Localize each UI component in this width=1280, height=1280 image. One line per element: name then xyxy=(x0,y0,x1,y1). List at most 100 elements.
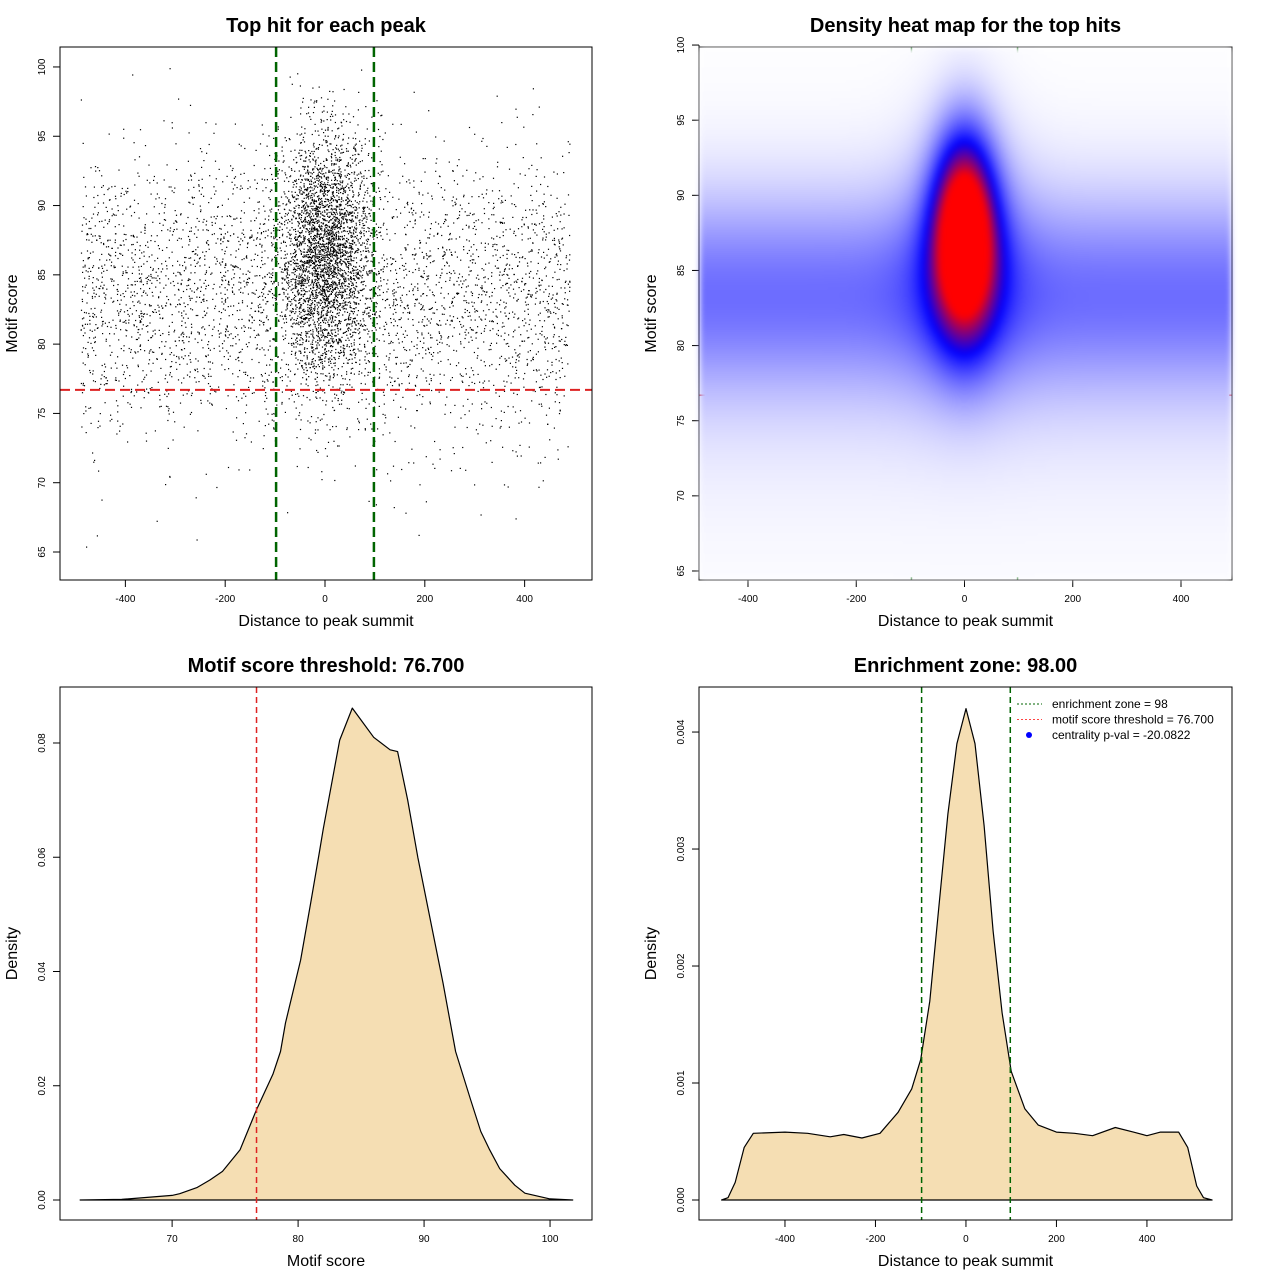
scatter-point xyxy=(188,295,190,297)
scatter-point xyxy=(138,175,140,177)
scatter-point xyxy=(336,148,338,150)
scatter-point xyxy=(454,426,456,428)
scatter-point xyxy=(220,312,223,314)
scatter-point xyxy=(441,268,443,270)
scatter-point xyxy=(548,232,550,234)
scatter-point xyxy=(472,305,474,307)
scatter-point xyxy=(339,291,341,293)
scatter-point xyxy=(298,292,301,294)
scatter-point xyxy=(227,352,229,354)
scatter-point xyxy=(231,181,233,183)
scatter-point xyxy=(339,226,341,228)
scatter-point xyxy=(247,180,249,182)
scatter-point xyxy=(349,301,351,303)
scatter-point xyxy=(166,390,168,392)
scatter-point xyxy=(363,329,365,331)
scatter-point xyxy=(113,333,115,335)
scatter-point xyxy=(521,340,523,342)
scatter-point xyxy=(82,362,84,364)
scatter-point xyxy=(315,270,317,272)
scatter-point xyxy=(479,381,481,383)
scatter-point xyxy=(101,364,103,367)
scatter-point xyxy=(186,285,188,287)
scatter-point xyxy=(335,163,337,165)
scatter-point xyxy=(271,413,273,415)
scatter-point xyxy=(454,204,456,206)
scatter-point xyxy=(508,168,511,170)
scatter-point xyxy=(242,229,244,231)
scatter-point xyxy=(549,261,551,263)
scatter-point xyxy=(146,213,148,215)
scatter-point xyxy=(147,339,149,341)
scatter-point xyxy=(560,357,562,359)
scatter-point xyxy=(543,201,545,203)
scatter-point xyxy=(485,263,487,265)
scatter-point xyxy=(390,480,392,482)
scatter-point xyxy=(139,320,141,322)
scatter-point xyxy=(240,291,242,293)
scatter-point xyxy=(500,355,503,357)
scatter-point xyxy=(348,178,350,180)
scatter-point xyxy=(348,137,350,139)
scatter-point xyxy=(349,436,351,438)
scatter-point xyxy=(296,322,298,324)
scatter-point xyxy=(331,320,333,322)
scatter-point xyxy=(243,233,245,236)
scatter-point xyxy=(150,275,152,277)
scatter-point xyxy=(552,336,555,338)
scatter-point xyxy=(350,353,352,355)
scatter-point xyxy=(561,228,563,230)
scatter-point xyxy=(267,380,269,382)
scatter-point xyxy=(92,287,94,289)
scatter-point xyxy=(180,282,182,285)
scatter-point xyxy=(365,221,367,223)
scatter-point xyxy=(352,331,354,334)
scatter-point xyxy=(400,362,402,364)
scatter-point xyxy=(250,229,252,231)
scatter-point xyxy=(443,307,445,309)
scatter-point xyxy=(306,321,308,323)
scatter-point xyxy=(435,284,437,286)
scatter-point xyxy=(430,255,432,257)
scatter-point xyxy=(418,193,420,195)
scatter-point xyxy=(485,442,487,444)
scatter-point xyxy=(264,395,267,397)
scatter-point xyxy=(88,337,91,339)
scatter-point xyxy=(330,288,332,290)
scatter-point xyxy=(189,352,191,354)
scatter-point xyxy=(156,193,158,195)
scatter-point xyxy=(130,388,133,390)
scatter-point xyxy=(136,241,138,243)
scatter-point xyxy=(491,291,493,293)
scatter-point xyxy=(314,186,316,188)
scatter-point xyxy=(259,275,261,277)
scatter-point xyxy=(464,331,466,333)
scatter-point xyxy=(89,319,91,321)
scatter-point xyxy=(446,261,448,263)
scatter-point xyxy=(290,175,292,177)
scatter-point xyxy=(283,241,285,243)
scatter-point xyxy=(273,282,275,284)
scatter-point xyxy=(249,186,251,188)
scatter-point xyxy=(188,201,190,203)
scatter-point xyxy=(311,272,313,274)
scatter-point xyxy=(321,294,323,296)
scatter-point xyxy=(515,235,517,237)
scatter-point xyxy=(481,193,483,195)
scatter-point xyxy=(395,362,397,364)
scatter-point xyxy=(349,358,351,361)
scatter-point xyxy=(150,305,152,307)
scatter-point xyxy=(407,365,409,368)
scatter-point xyxy=(536,212,538,214)
scatter-point xyxy=(91,217,93,219)
scatter-point xyxy=(532,356,534,358)
scatter-point xyxy=(403,269,405,271)
scatter-point xyxy=(311,133,313,136)
scatter-point xyxy=(545,338,547,340)
scatter-point xyxy=(287,212,289,214)
scatter-point xyxy=(197,430,199,432)
scatter-point xyxy=(491,190,494,192)
scatter-point xyxy=(352,313,354,315)
scatter-point xyxy=(390,318,392,320)
scatter-point xyxy=(364,428,366,430)
